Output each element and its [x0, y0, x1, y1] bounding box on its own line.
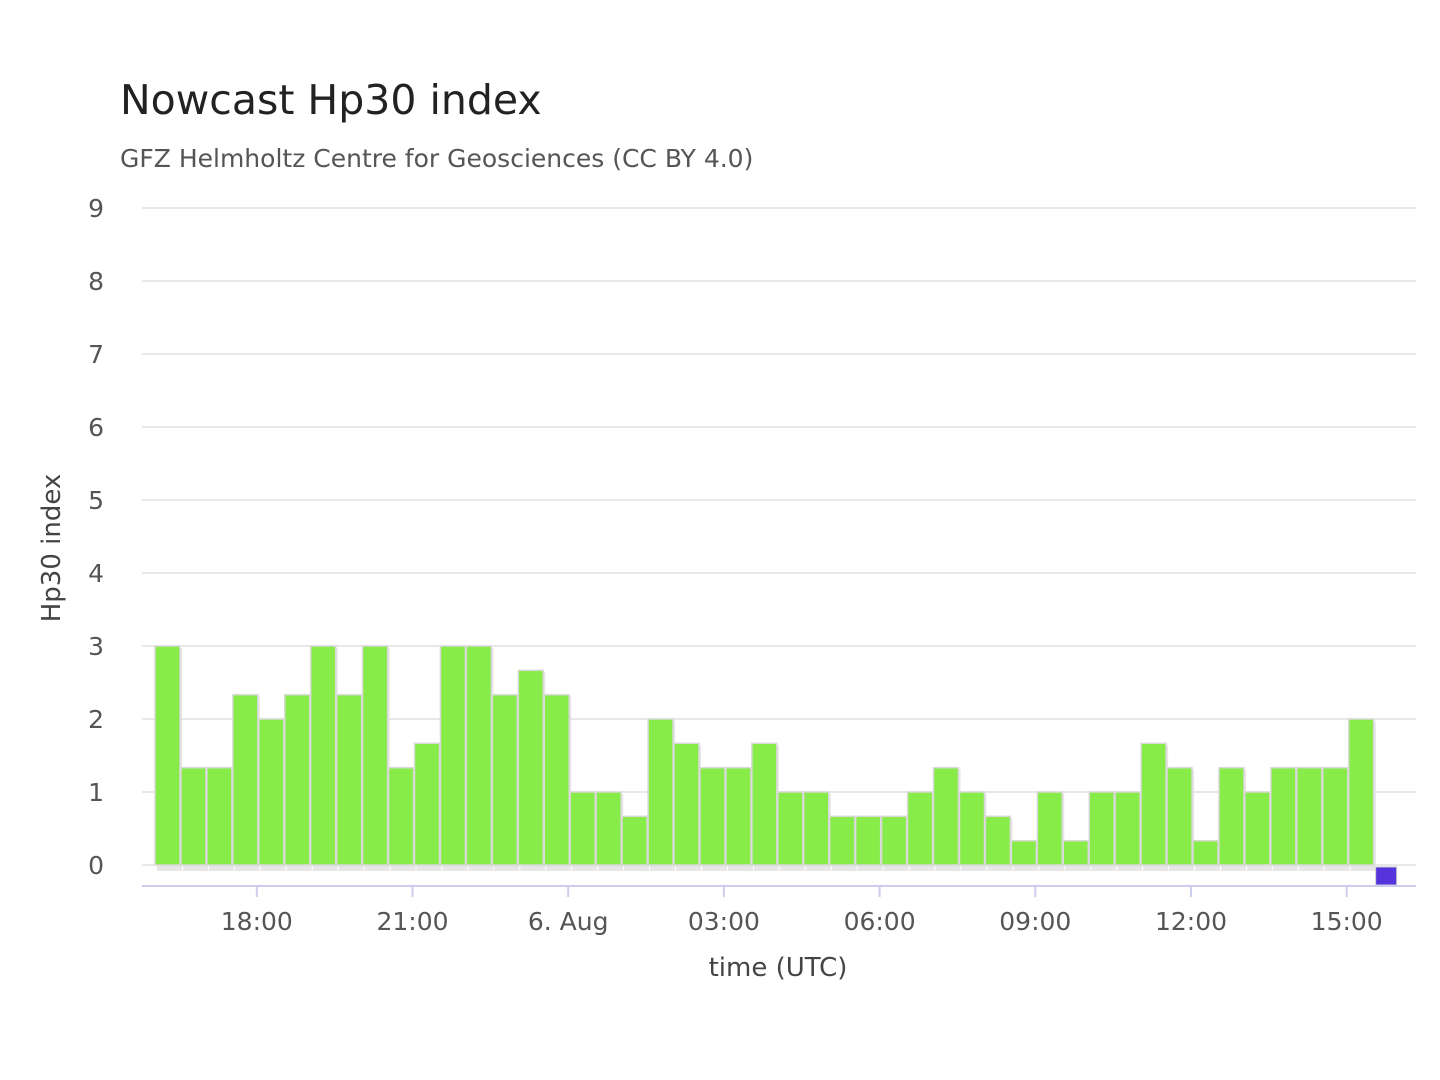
bar[interactable] — [854, 815, 882, 866]
bar[interactable] — [803, 791, 830, 866]
y-axis-title: Hp30 index — [37, 474, 67, 623]
bar[interactable] — [284, 693, 311, 866]
x-axis-title: time (UTC) — [709, 953, 848, 983]
bar[interactable] — [1244, 791, 1271, 866]
bar[interactable] — [1010, 839, 1038, 866]
x-tick-label: 18:00 — [221, 907, 293, 936]
bar-current[interactable] — [1375, 866, 1398, 886]
bar[interactable] — [1347, 718, 1375, 866]
bar[interactable] — [154, 645, 181, 866]
bar[interactable] — [647, 718, 674, 866]
bar[interactable] — [569, 791, 596, 866]
bar[interactable] — [335, 693, 363, 866]
x-tick-label: 15:00 — [1311, 907, 1383, 936]
bar[interactable] — [906, 791, 934, 866]
bar[interactable] — [984, 815, 1012, 866]
bar[interactable] — [1192, 839, 1219, 866]
y-tick-label: 4 — [88, 559, 104, 588]
bar[interactable] — [828, 815, 856, 866]
bars — [154, 645, 1398, 886]
y-tick-label: 3 — [88, 632, 104, 661]
bar[interactable] — [621, 815, 648, 866]
bar[interactable] — [1218, 766, 1245, 866]
y-tick-label: 1 — [88, 778, 104, 807]
bar[interactable] — [725, 766, 752, 866]
bar[interactable] — [751, 742, 778, 866]
bar[interactable] — [361, 645, 389, 866]
x-tick-label: 12:00 — [1155, 907, 1227, 936]
bar[interactable] — [1114, 791, 1141, 866]
y-tick-label: 8 — [88, 267, 104, 296]
bar[interactable] — [958, 791, 986, 866]
bar[interactable] — [1140, 742, 1167, 866]
bar[interactable] — [673, 742, 700, 866]
bar[interactable] — [439, 645, 467, 866]
x-tick-label: 21:00 — [376, 907, 448, 936]
bar[interactable] — [491, 693, 519, 866]
bar[interactable] — [543, 693, 570, 866]
y-tick-label: 5 — [88, 486, 104, 515]
bar[interactable] — [1036, 791, 1064, 866]
x-tick-label: 09:00 — [999, 907, 1071, 936]
bar[interactable] — [232, 693, 259, 866]
bar[interactable] — [932, 766, 960, 866]
grid-lines — [142, 207, 1416, 866]
bar[interactable] — [413, 742, 441, 866]
y-tick-label: 6 — [88, 413, 104, 442]
bar[interactable] — [880, 815, 908, 866]
chart-subtitle: GFZ Helmholtz Centre for Geosciences (CC… — [120, 144, 754, 173]
bar[interactable] — [1322, 766, 1349, 866]
bar[interactable] — [517, 669, 545, 866]
bar[interactable] — [180, 766, 207, 866]
chart-title: Nowcast Hp30 index — [120, 76, 542, 124]
x-tick-label: 03:00 — [688, 907, 760, 936]
axes: 0 1 2 3 4 5 6 7 8 9 18:00 21:00 6. Aug 03:00 06:00 09:0… — [88, 194, 1416, 936]
y-tick-label: 7 — [88, 340, 104, 369]
bar[interactable] — [465, 645, 493, 866]
x-tick-label: 6. Aug — [528, 907, 609, 936]
x-tick-label: 06:00 — [844, 907, 916, 936]
y-tick-label: 2 — [88, 705, 104, 734]
bar[interactable] — [309, 645, 337, 866]
bar[interactable] — [387, 766, 415, 866]
bar[interactable] — [1166, 766, 1193, 866]
y-tick-label: 0 — [88, 851, 104, 880]
bar[interactable] — [699, 766, 726, 866]
bar[interactable] — [1270, 766, 1297, 866]
bar[interactable] — [206, 766, 233, 866]
bar[interactable] — [1088, 791, 1115, 866]
bar[interactable] — [595, 791, 622, 866]
bar[interactable] — [258, 718, 285, 866]
bar[interactable] — [1062, 839, 1089, 866]
y-tick-label: 9 — [88, 194, 104, 223]
bar[interactable] — [777, 791, 804, 866]
bar[interactable] — [1296, 766, 1323, 866]
